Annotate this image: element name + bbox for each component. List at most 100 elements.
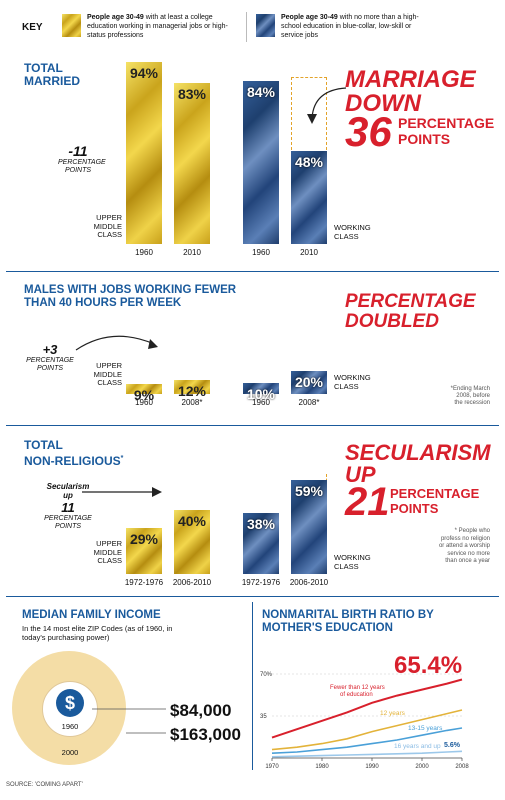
bar-working-2010: 48% xyxy=(291,150,327,244)
birth-title: NONMARITAL BIRTH RATIO BY MOTHER'S EDUCAT… xyxy=(262,609,434,634)
y-tick-label: 70% xyxy=(260,672,273,678)
key-desc-upper: People age 30-49 with at least a college… xyxy=(87,14,228,39)
hours-headline: PERCENTAGE DOUBLED xyxy=(345,291,476,332)
bar-year-label: 1960 xyxy=(252,398,270,407)
series-line-1 xyxy=(271,709,463,751)
bar-working-19721976: 38% xyxy=(243,513,279,574)
bar-upper-2008: 12% xyxy=(174,380,210,399)
bar-value-label: 9% xyxy=(133,386,155,403)
bar-value-label: 48% xyxy=(294,153,324,170)
key-divider xyxy=(246,12,247,42)
bar-year-label: 1960 xyxy=(135,398,153,407)
married-change: -11 PERCENTAGE POINTS xyxy=(58,143,106,174)
bar-year-label: 2010 xyxy=(300,248,318,257)
bar-value-label: 38% xyxy=(246,516,276,533)
married-headline-num: 36 xyxy=(345,108,392,155)
birth-line-chart: 70% 35 1970 1980 1990 2000 2008 Fewer than 12 y… xyxy=(260,672,469,770)
bottom-divider-vertical xyxy=(252,602,253,770)
bar-year-label: 2008* xyxy=(181,398,203,407)
series-line-3 xyxy=(271,750,463,758)
key-title: KEY xyxy=(22,22,43,33)
religion-headline: SECULARISM UP xyxy=(345,440,491,487)
bar-working-2008: 20% xyxy=(291,371,327,394)
hours-change: +3 PERCENTAGE POINTS xyxy=(26,342,74,372)
hours-title: MALES WITH JOBS WORKING FEWER THAN 40 HOU… xyxy=(24,284,237,309)
divider-2 xyxy=(6,425,499,426)
series-label: Fewer than 12 years xyxy=(330,685,385,691)
bar-upper-2010: 83% xyxy=(174,82,210,244)
married-headline: MARRIAGE DOWN xyxy=(345,66,476,117)
income-year-2000: 2000 xyxy=(61,748,79,757)
income-value-1960: $84,000 xyxy=(170,701,232,720)
religion-change: Secularism up 11 PERCENTAGE POINTS xyxy=(44,482,92,530)
married-working-class-label: WORKING CLASS xyxy=(334,223,371,241)
x-tick-label: 1990 xyxy=(365,764,379,770)
hours-arrow xyxy=(75,335,158,351)
bar-working-1960: 84% xyxy=(243,81,279,244)
bar-year-label: 1960 xyxy=(252,248,270,257)
bar-value-label: 84% xyxy=(246,84,276,101)
key-swatch-upper xyxy=(62,14,81,37)
married-dashed-box xyxy=(291,77,327,155)
religion-working-class-label: WORKING CLASS xyxy=(334,553,371,571)
bar-value-label: 94% xyxy=(129,64,159,81)
bar-value-label: 29% xyxy=(129,530,159,547)
series-line-0 xyxy=(271,678,463,739)
series-label: 13-15 years xyxy=(408,725,443,732)
income-value-2000: $163,000 xyxy=(170,725,241,744)
married-headline-unit: PERCENTAGE POINTS xyxy=(398,115,495,147)
bar-upper-1960: 9% xyxy=(126,383,162,403)
bar-year-label: 2008* xyxy=(298,398,320,407)
bar-value-label: 59% xyxy=(294,482,324,499)
x-tick-label: 2008 xyxy=(455,764,469,770)
bar-upper-1960: 94% xyxy=(126,61,162,244)
bar-year-label: 2010 xyxy=(183,248,201,257)
married-arrow xyxy=(307,87,347,124)
bar-working-1960: 10% xyxy=(243,382,279,402)
bar-upper-20062010: 40% xyxy=(174,510,210,574)
religion-headline-unit: PERCENTAGE POINTS xyxy=(390,486,480,516)
bar-value-label: 20% xyxy=(294,374,324,390)
series-label: 5.6% xyxy=(444,742,461,749)
religion-arrow xyxy=(82,487,162,497)
y-tick-label: 35 xyxy=(260,714,267,720)
bar-year-label: 1972-1976 xyxy=(241,578,281,587)
bar-value-label: 10% xyxy=(246,385,276,402)
bar-upper-19721976: 29% xyxy=(126,527,162,574)
married-upper-class-label: UPPER MIDDLE CLASS xyxy=(93,213,122,239)
bar-value-label: 83% xyxy=(177,85,207,102)
religion-title: TOTAL NON-RELIGIOUS* xyxy=(24,438,124,468)
bar-value-label: 40% xyxy=(177,513,207,529)
bar-year-label: 2006-2010 xyxy=(172,578,212,587)
series-label: 16 years and up xyxy=(394,743,441,750)
religion-footnote: * People who profess no religion or attend… xyxy=(438,528,490,564)
key-desc-lower: People age 30-49 with no more than a hig… xyxy=(281,14,419,39)
bar-year-label: 2006-2010 xyxy=(289,578,329,587)
income-subtitle: In the 14 most elite ZIP Codes (as of 19… xyxy=(22,624,173,642)
religion-upper-class-label: UPPER MIDDLE CLASS xyxy=(93,539,122,565)
religion-headline-num: 21 xyxy=(345,480,390,524)
hours-footnote: *Ending March 2008, before the recession xyxy=(450,386,490,406)
dollar-icon: $ xyxy=(56,689,84,717)
hours-upper-class-label: UPPER MIDDLE CLASS xyxy=(93,361,122,387)
divider-1 xyxy=(6,271,499,272)
bar-working-20062010: 59% xyxy=(291,479,327,574)
hours-working-class-label: WORKING CLASS xyxy=(334,373,371,391)
key-swatch-lower xyxy=(256,14,275,37)
divider-3 xyxy=(6,596,499,597)
x-tick-label: 1970 xyxy=(265,764,279,770)
bar-year-label: 1960 xyxy=(135,248,153,257)
income-title: MEDIAN FAMILY INCOME xyxy=(22,609,161,621)
series-label: of education xyxy=(340,692,373,698)
x-tick-label: 1980 xyxy=(315,764,329,770)
income-leader-lines xyxy=(92,708,166,734)
married-title: TOTAL MARRIED xyxy=(24,61,80,88)
series-line-2 xyxy=(271,727,463,754)
birth-big-value: 65.4% xyxy=(394,652,463,679)
x-tick-label: 2000 xyxy=(415,764,429,770)
income-year-1960: 1960 xyxy=(61,722,79,731)
series-label: 12 years xyxy=(380,710,406,717)
bar-value-label: 12% xyxy=(177,383,207,400)
source-note: SOURCE: 'COMING APART' xyxy=(6,782,83,788)
bar-year-label: 1972-1976 xyxy=(124,578,164,587)
